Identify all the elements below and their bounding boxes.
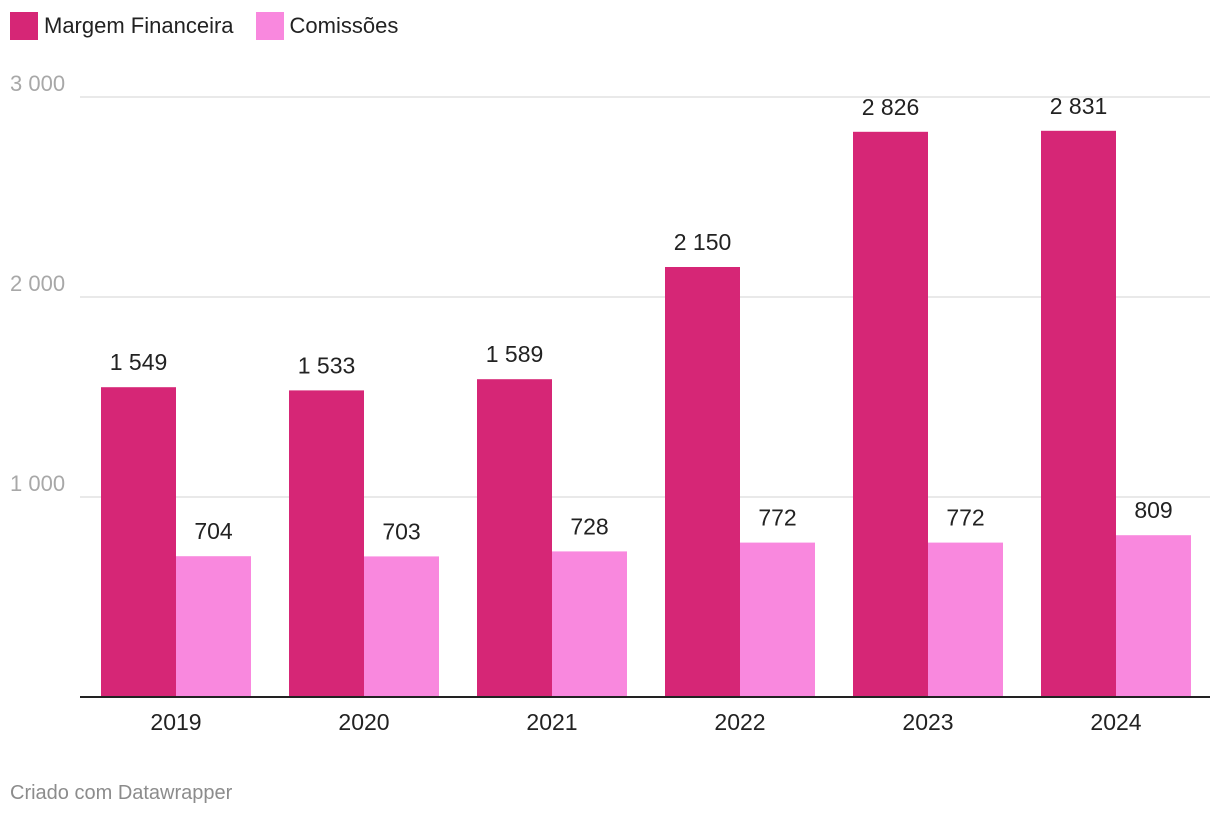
legend-swatch-comissoes (255, 12, 284, 40)
x-tick-label-2023: 2023 (902, 709, 953, 735)
bar-margem-financeira-2021 (477, 379, 552, 697)
bar-comissoes-2023 (928, 542, 1003, 697)
y-tick-label-2000: 2 000 (10, 271, 65, 296)
y-tick-label-3000: 3 000 (10, 71, 65, 96)
value-label-comissoes-2020: 703 (382, 518, 420, 544)
value-label-margem-financeira-2019: 1 549 (110, 349, 168, 375)
value-label-comissoes-2022: 772 (758, 505, 796, 531)
x-tick-label-2021: 2021 (526, 709, 577, 735)
legend-label-comissoes: Comissões (289, 13, 399, 38)
value-label-margem-financeira-2022: 2 150 (674, 229, 732, 255)
bar-margem-financeira-2022 (665, 267, 740, 697)
value-label-margem-financeira-2024: 2 831 (1050, 93, 1108, 119)
y-tick-label-1000: 1 000 (10, 471, 65, 496)
credit-text: Criado com Datawrapper (10, 782, 233, 804)
x-tick-label-2020: 2020 (338, 709, 389, 735)
value-label-comissoes-2024: 809 (1134, 497, 1172, 523)
x-tick-label-2024: 2024 (1090, 709, 1141, 735)
legend-item-margem-financeira: Margem Financeira (10, 12, 234, 40)
bar-comissoes-2019 (176, 556, 251, 697)
bar-margem-financeira-2023 (853, 131, 928, 698)
bar-margem-financeira-2020 (289, 390, 364, 697)
value-label-comissoes-2021: 728 (570, 513, 608, 539)
value-label-margem-financeira-2023: 2 826 (862, 94, 920, 120)
value-label-margem-financeira-2020: 1 533 (298, 352, 356, 378)
legend-item-comissoes: Comissões (255, 12, 399, 40)
bar-margem-financeira-2024 (1041, 130, 1116, 698)
value-label-margem-financeira-2021: 1 589 (486, 341, 544, 367)
bar-comissoes-2020 (364, 556, 439, 697)
value-label-comissoes-2023: 772 (946, 505, 984, 531)
legend-swatch-margem-financeira (10, 12, 38, 40)
value-label-comissoes-2019: 704 (194, 518, 233, 544)
legend-label-margem-financeira: Margem Financeira (44, 13, 234, 38)
x-tick-label-2022: 2022 (714, 709, 765, 735)
legend: Margem Financeira Comissões (10, 12, 398, 40)
x-tick-label-2019: 2019 (150, 709, 201, 735)
bar-comissoes-2021 (552, 551, 627, 697)
bar-margem-financeira-2019 (101, 387, 176, 697)
bar-comissoes-2024 (1116, 535, 1191, 697)
bar-comissoes-2022 (740, 542, 815, 697)
